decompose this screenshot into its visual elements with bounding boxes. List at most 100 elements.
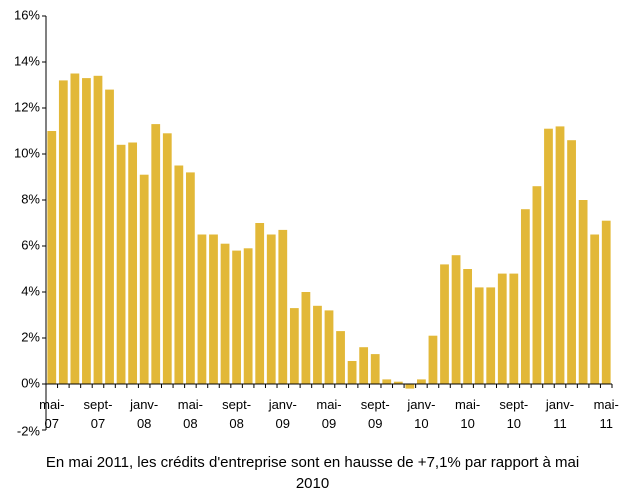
bar — [428, 335, 438, 384]
bar — [520, 209, 530, 384]
x-tick-label-line: 10 — [507, 416, 521, 431]
bar — [255, 223, 265, 384]
bar — [58, 80, 68, 385]
x-tick-label-line: 07 — [45, 416, 59, 431]
bar — [116, 144, 126, 384]
x-tick-label-line: mai- — [316, 397, 341, 412]
x-tick-label-line: mai- — [39, 397, 64, 412]
bar — [232, 250, 241, 384]
y-tick-label: 4% — [21, 283, 40, 298]
x-tick-label-line: 11 — [553, 416, 567, 431]
bar — [266, 234, 276, 384]
bar — [174, 165, 184, 384]
x-tick-label-line: sept- — [361, 397, 390, 412]
bar — [128, 142, 138, 384]
bar — [197, 234, 207, 384]
bar — [82, 78, 91, 384]
x-tick-label-line: janv- — [268, 397, 297, 412]
x-tick-label-line: mai- — [455, 397, 480, 412]
bar — [382, 379, 392, 384]
bar — [47, 131, 57, 384]
x-tick-label: sept- 09 — [361, 397, 390, 431]
x-tick-label: sept- 10 — [499, 397, 528, 431]
bar — [532, 186, 542, 384]
bar — [497, 273, 507, 384]
bar — [289, 308, 299, 384]
bar — [555, 126, 565, 385]
x-tick-label-line: 08 — [183, 416, 197, 431]
bar — [578, 200, 588, 384]
x-tick-label-line: sept- — [222, 397, 251, 412]
caption: En mai 2011, les crédits d'entreprise so… — [45, 454, 580, 492]
bar — [601, 220, 611, 384]
x-tick-label: sept- 08 — [222, 397, 251, 431]
x-tick-label-line: 09 — [276, 416, 290, 431]
x-tick-label: mai- 09 — [316, 397, 341, 431]
bar — [486, 287, 496, 384]
bar — [185, 172, 195, 384]
x-tick-label-line: 10 — [414, 416, 428, 431]
x-tick-label-line: 10 — [460, 416, 474, 431]
x-tick-label: janv- 08 — [129, 397, 158, 431]
bar — [336, 331, 345, 384]
bar — [417, 379, 426, 384]
x-tick-label: janv- 10 — [406, 397, 435, 431]
bar — [440, 264, 449, 384]
y-tick-label: 16% — [14, 7, 40, 22]
x-tick-label-line: 09 — [368, 416, 382, 431]
x-tick-label: mai- 11 — [594, 397, 619, 431]
bar — [151, 124, 161, 384]
y-tick-label: 14% — [14, 53, 40, 68]
x-tick-label: sept- 07 — [84, 397, 113, 431]
x-tick-label-line: sept- — [499, 397, 528, 412]
x-tick-label-line: 08 — [229, 416, 243, 431]
bar — [567, 140, 576, 384]
bar — [405, 384, 415, 389]
bar — [70, 73, 80, 384]
x-tick-label-line: mai- — [178, 397, 203, 412]
x-tick-label-line: 11 — [599, 416, 613, 431]
bar — [590, 234, 600, 384]
x-tick-label-line: 07 — [91, 416, 105, 431]
bar — [451, 255, 461, 384]
x-tick-label: mai- 07 — [39, 397, 64, 431]
bar — [463, 269, 473, 384]
bar — [301, 292, 311, 384]
x-tick-label-line: 09 — [322, 416, 336, 431]
bar — [220, 243, 230, 384]
chart: -2% 0% 2% 4% 6% 8% 10% 12% 14% 16% mai- 07 sept- 07 ja… — [14, 7, 619, 438]
bar — [105, 89, 114, 384]
y-tick-label: 12% — [14, 99, 40, 114]
x-tick-label-line: mai- — [594, 397, 619, 412]
bar — [278, 229, 288, 384]
bar — [393, 381, 403, 384]
bar — [509, 273, 519, 384]
bar — [313, 305, 322, 384]
bar — [243, 248, 253, 384]
y-tick-label: 8% — [21, 191, 40, 206]
x-tick-label-line: janv- — [129, 397, 158, 412]
x-tick-label: janv- 11 — [545, 397, 574, 431]
bar — [347, 361, 357, 384]
y-tick-label: -2% — [17, 423, 41, 438]
bar — [474, 287, 484, 384]
y-tick-label: 6% — [21, 237, 40, 252]
bar — [544, 128, 553, 384]
bar — [359, 347, 369, 384]
bar — [209, 234, 218, 384]
y-tick-label: 2% — [21, 329, 40, 344]
x-tick-label-line: sept- — [84, 397, 113, 412]
x-tick-label-line: 08 — [137, 416, 151, 431]
bar — [139, 174, 149, 384]
x-tick-label: mai- 10 — [455, 397, 480, 431]
y-tick-label: 10% — [14, 145, 40, 160]
y-tick-label: 0% — [21, 375, 40, 390]
x-tick-label-line: janv- — [406, 397, 435, 412]
x-tick-label: janv- 09 — [268, 397, 297, 431]
bar — [324, 310, 334, 384]
bar — [162, 133, 172, 384]
bar — [93, 75, 103, 385]
x-tick-label-line: janv- — [545, 397, 574, 412]
x-tick-label: mai- 08 — [178, 397, 203, 431]
